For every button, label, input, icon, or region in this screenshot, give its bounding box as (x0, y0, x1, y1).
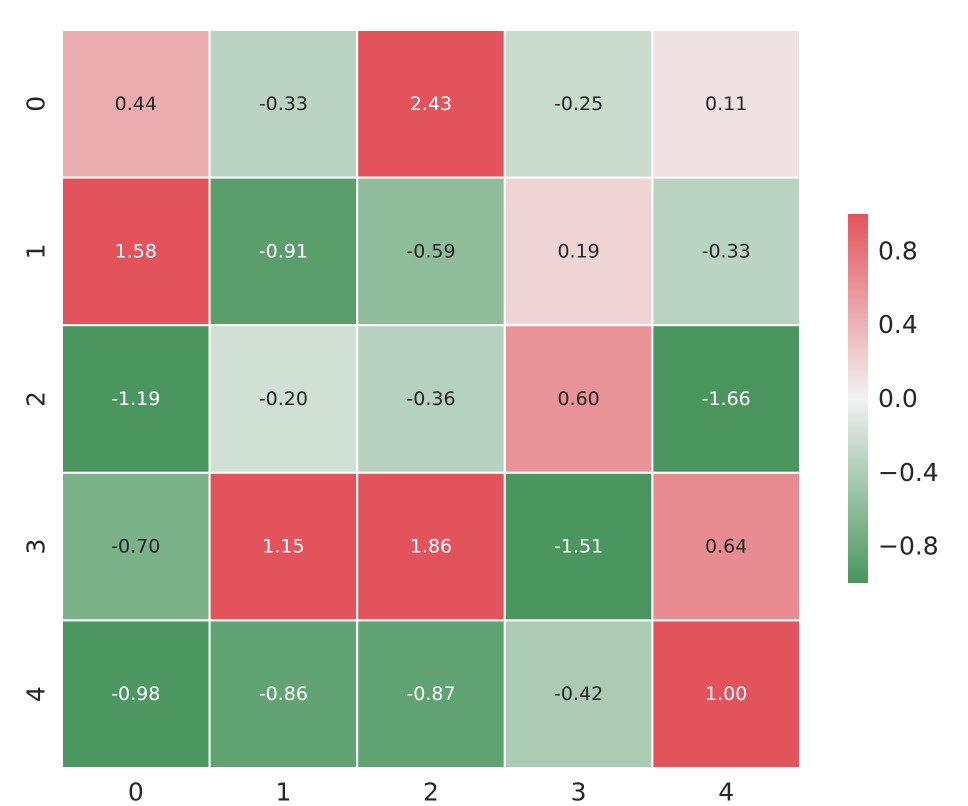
x-tick-label: 4 (718, 778, 734, 806)
cell-label-r2-c0: -1.19 (111, 388, 160, 410)
heatmap-cell-r4-c1 (208, 619, 359, 770)
heatmap-cell-r0-c4 (651, 29, 802, 179)
y-axis-ticks: 0 1 2 3 4 (22, 96, 51, 702)
heatmap-cell-r0-c0 (61, 29, 211, 179)
heatmap-cell-r0-c3 (503, 29, 654, 179)
y-tick-label: 4 (22, 686, 51, 702)
colorbar-tick-label: −0.8 (878, 532, 939, 561)
heatmap-cell-r2-c3 (503, 324, 654, 474)
heatmap-cell-r3-c4 (651, 471, 802, 622)
heatmap-cell-r1-c0 (61, 176, 211, 327)
cell-label-r2-c3: 0.60 (557, 388, 599, 410)
cell-label-r1-c2: -0.59 (406, 240, 455, 262)
colorbar-tick-label: 0.0 (878, 384, 918, 413)
cell-label-r1-c4: -0.33 (702, 240, 751, 262)
cell-label-r2-c2: -0.36 (406, 388, 455, 410)
cell-label-r3-c2: 1.86 (410, 536, 452, 558)
heatmap-cells (61, 29, 802, 770)
heatmap-cell-r3-c0 (61, 471, 211, 622)
heatmap-cell-r2-c4 (651, 324, 802, 474)
cell-label-r4-c3: -0.42 (554, 683, 603, 705)
x-tick-label: 3 (571, 778, 587, 806)
cell-label-r3-c4: 0.64 (705, 536, 747, 558)
cell-label-r1-c0: 1.58 (115, 240, 157, 262)
cell-label-r0-c3: -0.25 (554, 93, 603, 115)
cell-label-r4-c1: -0.86 (259, 683, 308, 705)
colorbar-tick-label: −0.4 (878, 458, 939, 487)
heatmap-cell-r4-c2 (356, 619, 506, 770)
colorbar-tick-label: 0.8 (878, 236, 918, 265)
cell-label-r0-c0: 0.44 (115, 93, 157, 115)
cell-label-r1-c3: 0.19 (557, 240, 599, 262)
colorbar-ticks: 0.8 0.4 0.0 −0.4 −0.8 (878, 236, 939, 561)
cell-label-r0-c4: 0.11 (705, 93, 747, 115)
y-tick-label: 3 (22, 539, 51, 555)
cell-label-r4-c2: -0.87 (406, 683, 455, 705)
cell-label-r0-c2: 2.43 (410, 93, 452, 115)
heatmap-cell-r4-c0 (61, 619, 211, 770)
heatmap-cell-r4-c4 (651, 619, 802, 770)
cell-label-r1-c1: -0.91 (259, 240, 308, 262)
heatmap-annotations: 0.44 -0.33 2.43 -0.25 0.11 1.58 -0.91 -0.59 0.19… (111, 93, 751, 705)
heatmap-cell-r3-c2 (356, 471, 506, 622)
heatmap-cell-r2-c2 (356, 324, 506, 474)
y-tick-label: 0 (22, 96, 51, 112)
x-tick-label: 1 (275, 778, 291, 806)
cell-label-r2-c4: -1.66 (702, 388, 751, 410)
cell-label-r0-c1: -0.33 (259, 93, 308, 115)
colorbar-gradient (848, 214, 868, 583)
heatmap-cell-r2-c1 (208, 324, 359, 474)
cell-label-r2-c1: -0.20 (259, 388, 308, 410)
heatmap-cell-r0-c1 (208, 29, 359, 179)
cell-label-r3-c1: 1.15 (262, 536, 304, 558)
x-axis-ticks: 0 1 2 3 4 (128, 778, 734, 806)
y-tick-label: 1 (22, 243, 51, 259)
heatmap-cell-r1-c4 (651, 176, 802, 327)
y-tick-label: 2 (22, 391, 51, 407)
colorbar: 0.8 0.4 0.0 −0.4 −0.8 (848, 214, 939, 583)
cell-label-r4-c0: -0.98 (111, 683, 160, 705)
cell-label-r3-c0: -0.70 (111, 536, 160, 558)
x-tick-label: 2 (423, 778, 439, 806)
colorbar-tick-label: 0.4 (878, 310, 918, 339)
heatmap-cell-r0-c2 (356, 29, 506, 179)
cell-label-r3-c3: -1.51 (554, 536, 603, 558)
cell-label-r4-c4: 1.00 (705, 683, 747, 705)
heatmap-cell-r3-c3 (503, 471, 654, 622)
heatmap-cell-r1-c2 (356, 176, 506, 327)
heatmap-cell-r3-c1 (208, 471, 359, 622)
x-tick-label: 0 (128, 778, 144, 806)
